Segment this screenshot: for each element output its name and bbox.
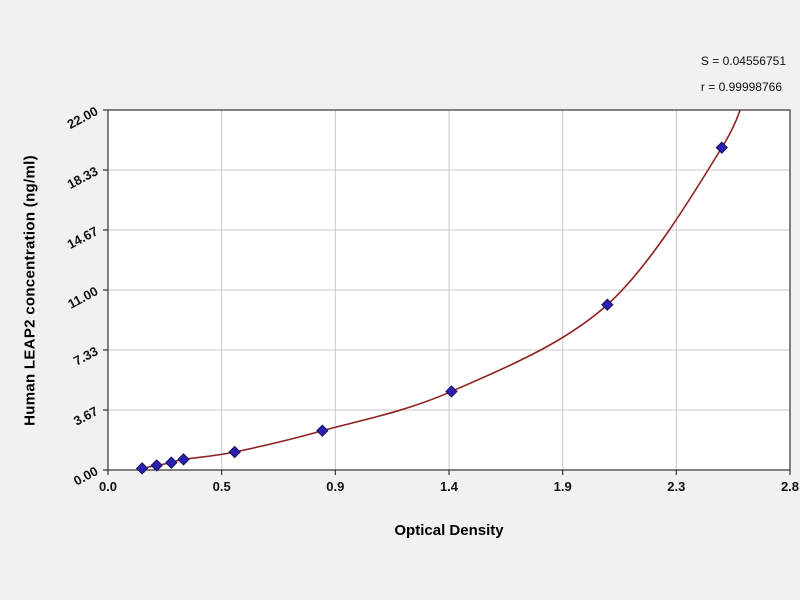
svg-text:0.0: 0.0 — [99, 479, 117, 494]
svg-text:1.4: 1.4 — [440, 479, 459, 494]
fit-statistics: S = 0.04556751 r = 0.99998766 — [701, 48, 786, 100]
svg-text:18.33: 18.33 — [65, 163, 101, 192]
svg-text:0.5: 0.5 — [213, 479, 231, 494]
svg-text:0.9: 0.9 — [326, 479, 344, 494]
fit-stat-r: r = 0.99998766 — [700, 80, 782, 94]
fit-stat-s: S = 0.04556751 — [700, 54, 786, 68]
svg-text:14.67: 14.67 — [65, 223, 101, 252]
svg-text:7.33: 7.33 — [71, 343, 100, 368]
svg-text:3.67: 3.67 — [71, 403, 100, 428]
svg-text:11.00: 11.00 — [65, 283, 100, 311]
x-axis-title: Optical Density — [394, 522, 504, 539]
svg-text:22.00: 22.00 — [65, 103, 101, 132]
svg-text:0.00: 0.00 — [71, 463, 100, 488]
svg-text:2.8: 2.8 — [781, 479, 799, 494]
svg-text:2.3: 2.3 — [667, 479, 685, 494]
svg-text:1.9: 1.9 — [554, 479, 572, 494]
